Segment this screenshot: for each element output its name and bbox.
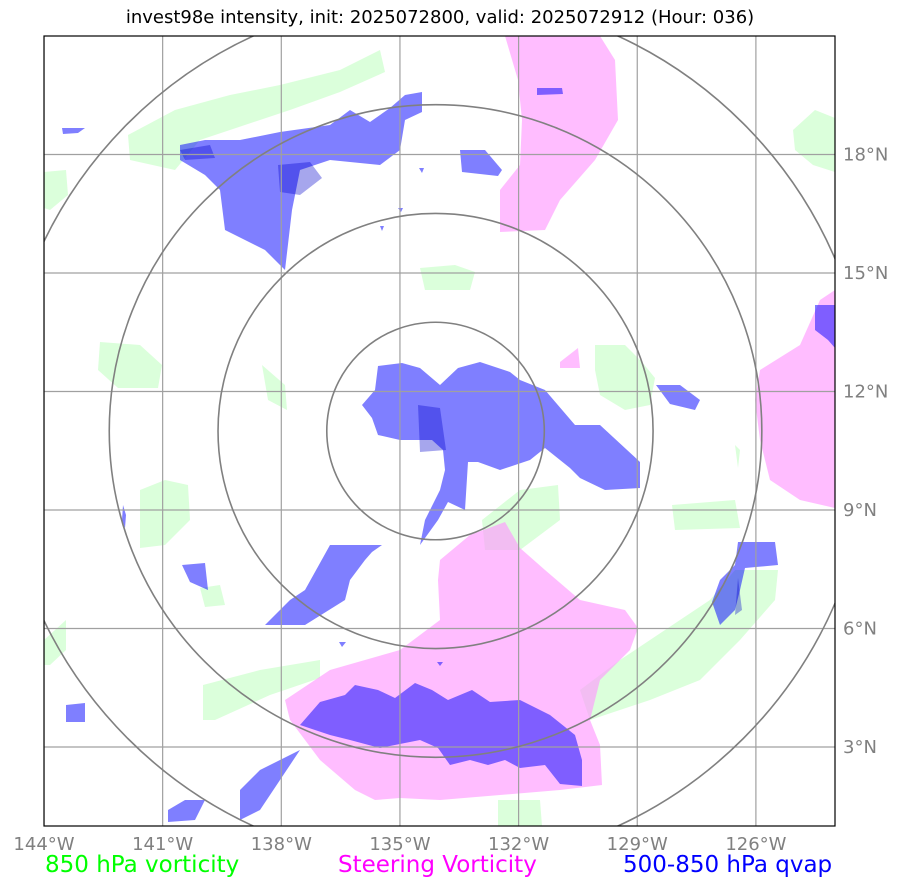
plot-frame: [43, 35, 836, 827]
x-tick-label: 138°W: [251, 834, 312, 855]
qvap-region: [339, 642, 346, 647]
y-tick-labels: 3°N 6°N 9°N 12°N 15°N 18°N: [843, 145, 888, 759]
qvap-region: [66, 703, 85, 722]
x-tick-label: 129°W: [607, 834, 668, 855]
vorticity-850-region: [735, 445, 740, 468]
qvap-layer: [62, 88, 835, 822]
qvap-region: [460, 150, 502, 176]
legend-steering-vorticity: Steering Vorticity: [338, 852, 537, 878]
vorticity-850-region: [203, 660, 320, 720]
qvap-region: [656, 385, 700, 410]
qvap-region: [240, 740, 320, 820]
range-ring: [217, 212, 654, 650]
x-tick-label: 126°W: [725, 834, 786, 855]
y-tick-label: 6°N: [843, 619, 877, 640]
qvap-region: [182, 563, 208, 590]
qvap-overlap-region: [418, 405, 446, 452]
range-rings: [44, 36, 835, 826]
vorticity-850-region: [98, 342, 162, 388]
legend-qvap: 500-850 hPa qvap: [623, 852, 833, 878]
qvap-region: [62, 128, 85, 134]
qvap-region: [419, 168, 424, 173]
y-tick-label: 12°N: [843, 382, 888, 403]
qvap-region: [180, 92, 422, 270]
x-tick-labels: 144°W 141°W 138°W 135°W 132°W 129°W 126°W: [13, 834, 786, 855]
vorticity-850-region: [420, 265, 475, 290]
vorticity-850-region: [793, 110, 835, 172]
qvap-region: [265, 545, 382, 625]
steering-vorticity-region: [560, 348, 580, 368]
qvap-region: [712, 542, 778, 625]
qvap-region: [815, 305, 835, 348]
field-layers: [44, 36, 835, 826]
range-ring: [108, 103, 763, 759]
qvap-region: [380, 226, 384, 231]
qvap-overlap-region: [278, 162, 322, 195]
gridlines: [44, 36, 835, 826]
qvap-overlap-region: [735, 578, 742, 615]
x-tick-label: 135°W: [369, 834, 430, 855]
vorticity-850-region: [44, 170, 68, 210]
vorticity-850-region: [200, 585, 225, 607]
y-tick-label: 15°N: [843, 263, 888, 284]
y-tick-label: 9°N: [843, 500, 877, 521]
vorticity-850-region: [672, 500, 740, 530]
y-tick-label: 18°N: [843, 145, 888, 166]
qvap-region: [362, 362, 640, 545]
qvap-region: [437, 662, 443, 666]
y-tick-label: 3°N: [843, 737, 877, 758]
legend-vorticity-850: 850 hPa vorticity: [45, 852, 240, 878]
vorticity-850-region: [128, 50, 385, 170]
qvap-region: [537, 88, 563, 95]
steering-vorticity-region: [500, 36, 618, 232]
overlap-layer: [180, 145, 742, 615]
vorticity-850-region: [498, 800, 542, 826]
x-tick-label: 144°W: [13, 834, 74, 855]
range-ring: [325, 321, 546, 541]
x-tick-label: 132°W: [488, 834, 549, 855]
vorticity-850-region: [262, 365, 287, 410]
qvap-region: [300, 683, 582, 786]
vorticity-850-region: [595, 345, 655, 410]
qvap-overlap-region: [180, 145, 215, 160]
chart-title: invest98e intensity, init: 2025072800, v…: [125, 7, 755, 28]
steering-vorticity-region: [755, 290, 835, 508]
qvap-region: [168, 800, 205, 822]
x-tick-label: 141°W: [132, 834, 193, 855]
vorticity-850-region: [140, 480, 190, 548]
